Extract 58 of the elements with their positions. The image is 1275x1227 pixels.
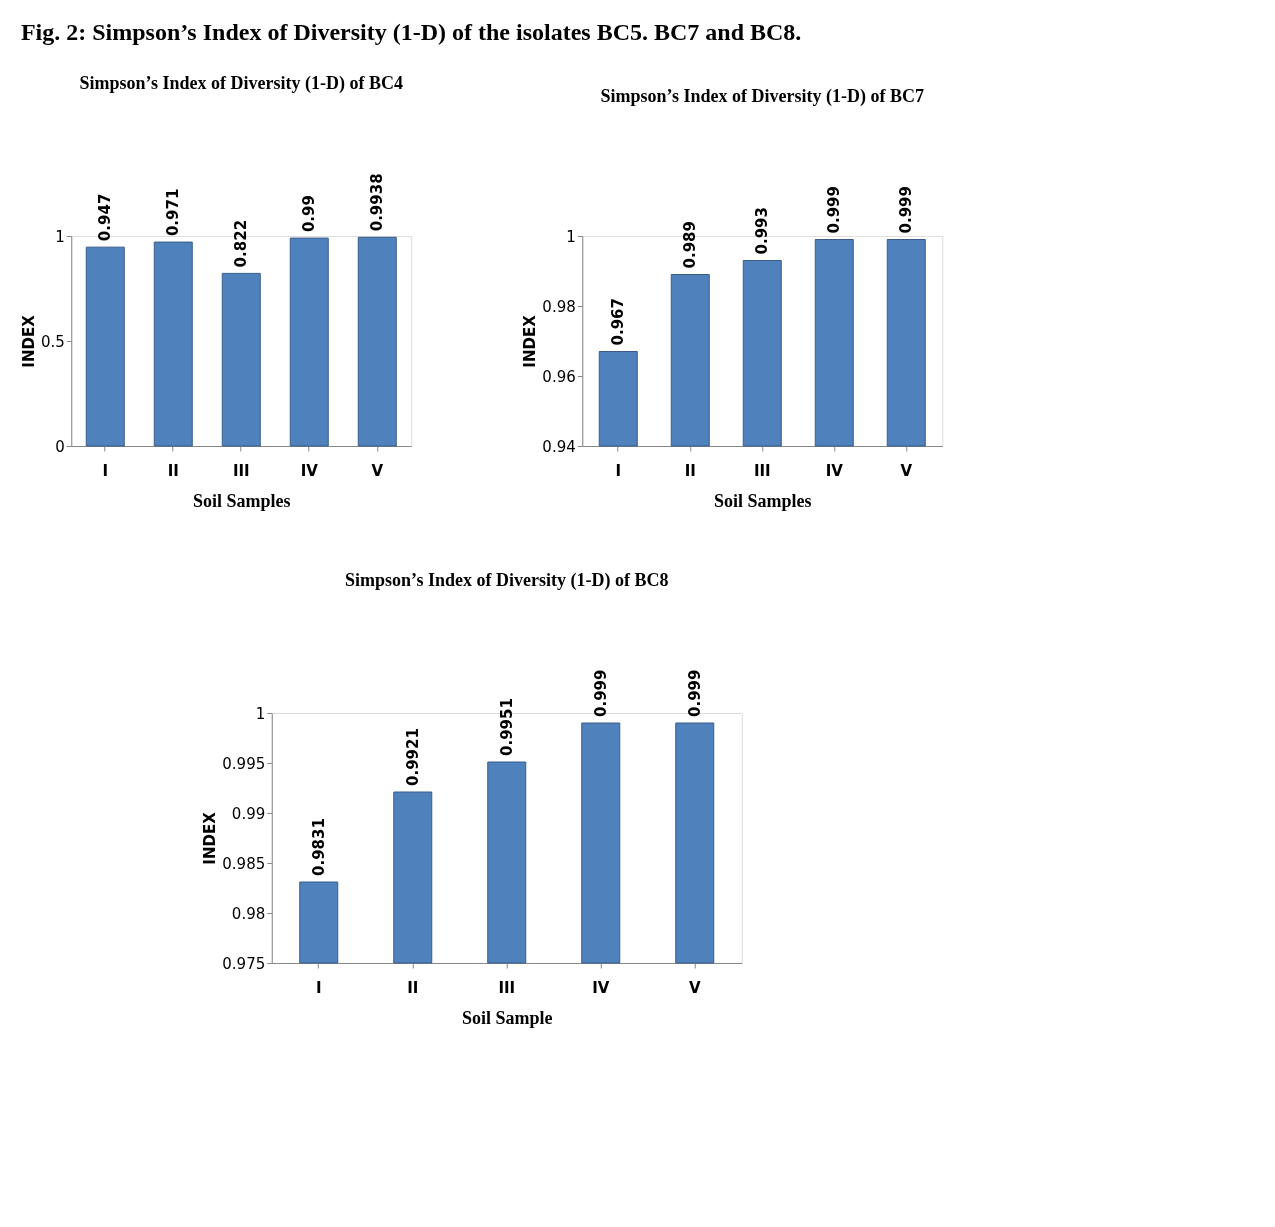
- data-label: 0.999: [685, 669, 704, 717]
- data-label: 0.9831: [309, 818, 328, 876]
- y-tick-label: 0.94: [542, 437, 576, 456]
- y-tick-label: 0.5: [40, 332, 65, 351]
- bar: [85, 246, 125, 447]
- y-axis-title: INDEX: [521, 314, 540, 368]
- y-tick-label: 0.98: [231, 904, 266, 923]
- data-label: 0.99: [300, 195, 319, 233]
- x-axis-title: Soil Samples: [713, 490, 812, 511]
- x-tick-label: IV: [300, 461, 319, 480]
- x-tick-label: II: [167, 461, 179, 480]
- y-tick-label: 0: [55, 437, 65, 456]
- data-label: 0.999: [897, 186, 916, 234]
- data-label: 0.967: [609, 298, 628, 346]
- data-label: 0.989: [681, 221, 700, 269]
- x-axis-title: Soil Sample: [461, 1007, 553, 1028]
- x-tick-label: I: [102, 461, 109, 480]
- data-label: 0.993: [753, 207, 772, 255]
- data-label: 0.9921: [403, 728, 422, 786]
- y-tick-label: 0.975: [222, 954, 266, 973]
- data-label: 0.947: [96, 193, 115, 242]
- y-tick-label: 1: [566, 227, 576, 246]
- x-tick-label: V: [371, 461, 384, 480]
- data-label: 0.999: [591, 669, 610, 717]
- y-tick-label: 1: [55, 227, 65, 246]
- y-tick-label: 0.995: [222, 754, 266, 773]
- bar: [357, 236, 397, 447]
- x-tick-label: III: [232, 461, 250, 480]
- chart-title: Simpson’s Index of Diversity (1-D) of BC8: [345, 569, 669, 591]
- bar: [221, 272, 261, 447]
- x-tick-label: II: [407, 978, 419, 997]
- data-label: 0.971: [164, 188, 183, 237]
- chart-title: Simpson’s Index of Diversity (1-D) of BC7: [600, 86, 924, 108]
- x-axis-title: Soil Samples: [192, 490, 291, 511]
- x-tick-label: III: [498, 978, 516, 997]
- caption: Fig. 2: Simpson’s Index of Diversity (1-D) of the isolates BC5. BC7 and BC8.: [20, 18, 802, 45]
- data-label: 0.822: [232, 219, 251, 268]
- y-tick-label: 1: [255, 704, 266, 723]
- x-tick-label: II: [684, 461, 696, 480]
- x-tick-label: V: [900, 461, 913, 480]
- data-label: 0.9938: [368, 173, 387, 232]
- x-tick-label: III: [753, 461, 771, 480]
- x-tick-label: IV: [825, 461, 844, 480]
- data-label: 0.999: [825, 186, 844, 234]
- y-axis-title: INDEX: [201, 811, 220, 865]
- x-tick-label: V: [688, 978, 701, 997]
- y-tick-label: 0.98: [542, 297, 576, 316]
- bar: [289, 237, 329, 447]
- x-tick-label: IV: [592, 978, 610, 997]
- x-tick-label: I: [315, 978, 322, 997]
- y-tick-label: 0.96: [542, 367, 576, 386]
- x-tick-label: I: [615, 461, 622, 480]
- y-axis-title: INDEX: [19, 314, 38, 368]
- y-tick-label: 0.985: [222, 854, 266, 873]
- y-tick-label: 0.99: [231, 804, 266, 823]
- bar: [153, 241, 193, 447]
- data-label: 0.9951: [497, 698, 516, 756]
- chart-title: Simpson’s Index of Diversity (1-D) of BC4: [79, 73, 403, 95]
